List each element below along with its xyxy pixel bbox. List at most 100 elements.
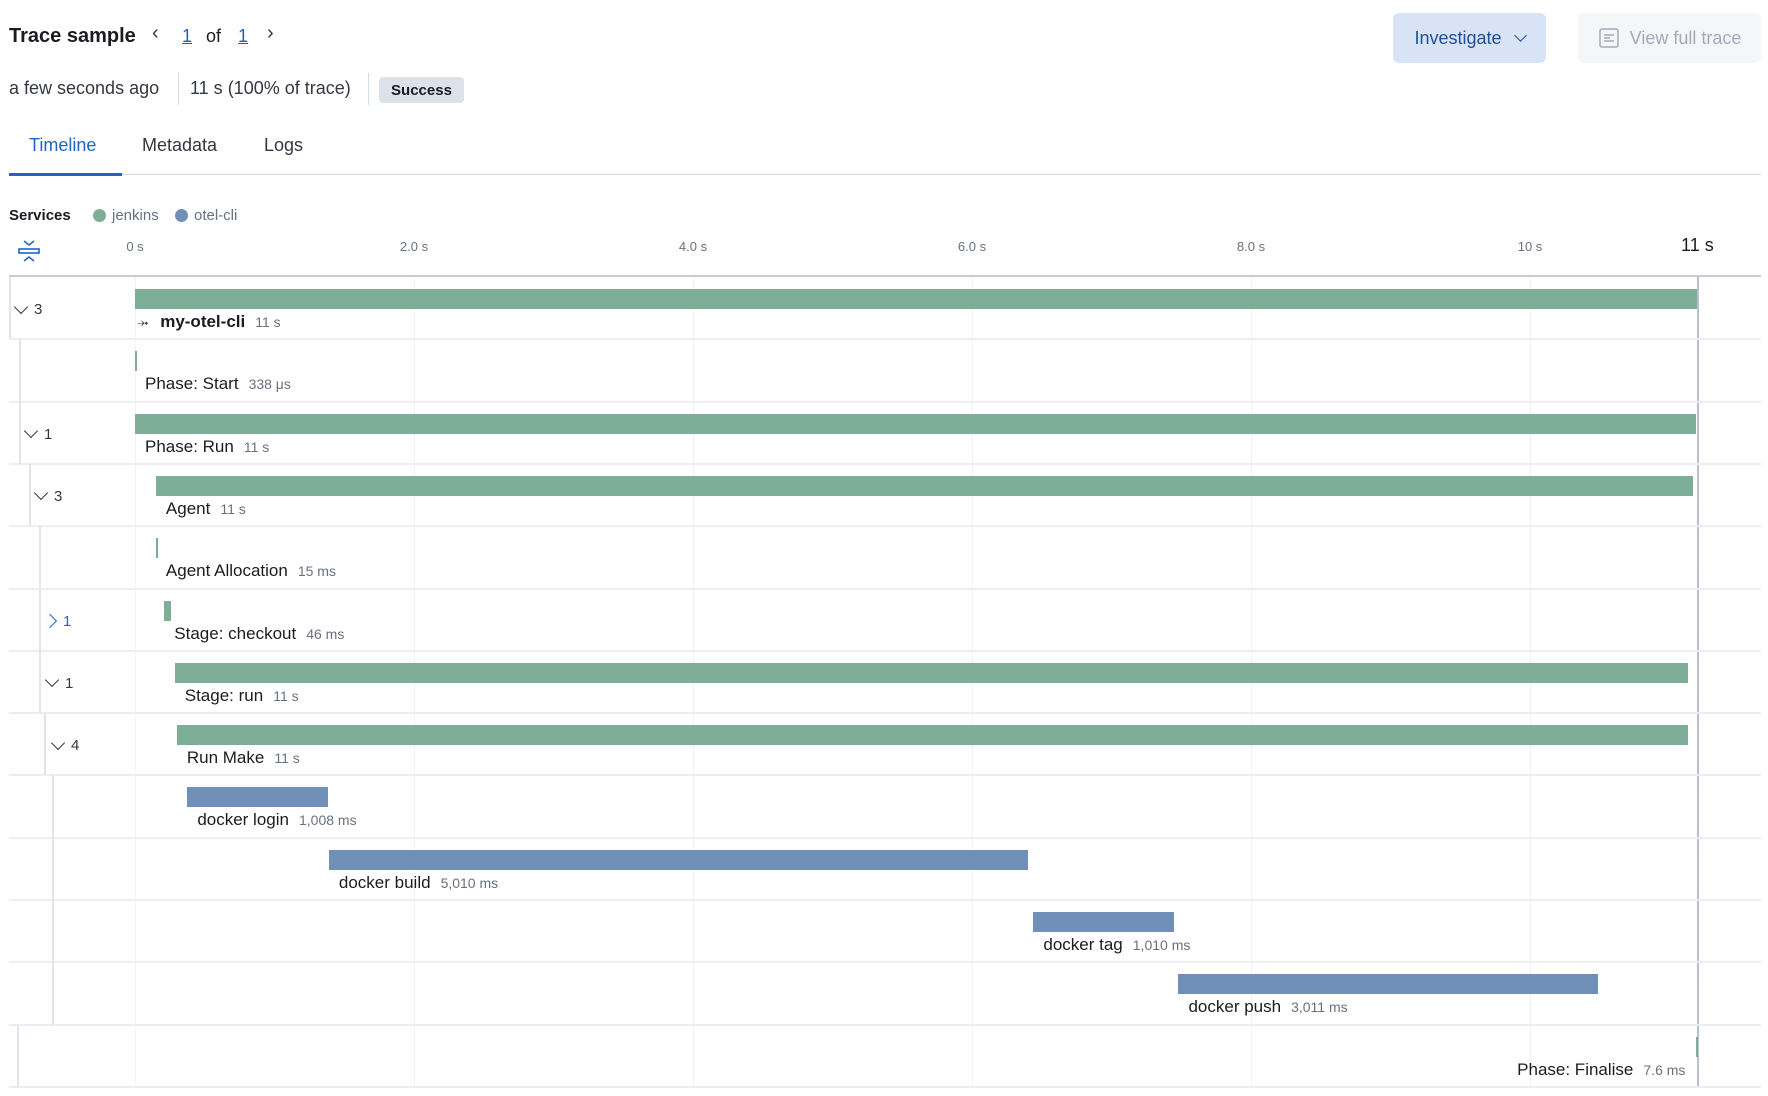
span-label[interactable]: docker login 1,008 ms (197, 810, 356, 830)
total-pages-link[interactable]: 1 (238, 26, 249, 46)
span-toggle[interactable]: 3 (33, 486, 63, 505)
span-name: my-otel-cli (160, 312, 246, 331)
span-label[interactable]: Stage: checkout 46 ms (174, 624, 344, 644)
child-count: 1 (44, 425, 53, 443)
row-divider (9, 1085, 1761, 1088)
span-bar[interactable] (1033, 912, 1175, 932)
span-label[interactable]: docker push 3,011 ms (1188, 997, 1347, 1017)
legend-jenkins: jenkins (93, 207, 159, 224)
indent-guide (44, 713, 46, 776)
span-bar[interactable] (135, 413, 1696, 434)
span-name: Phase: Run (145, 436, 234, 456)
span-label[interactable]: Phase: Finalise 7.6 ms (1517, 1060, 1685, 1080)
indent-guide (29, 463, 31, 527)
span-label[interactable]: Stage: run 11 s (185, 686, 299, 706)
span-label[interactable]: Agent Allocation 15 ms (166, 561, 336, 581)
span-duration: 11 s (274, 750, 300, 767)
root-row-border (9, 277, 135, 339)
span-bar[interactable] (164, 600, 171, 621)
span-duration: 5,010 ms (440, 874, 499, 891)
legend-label: otel-cli (194, 207, 238, 224)
span-duration: 11 s (255, 314, 281, 330)
span-duration: 15 ms (297, 563, 336, 580)
span-bar[interactable] (328, 849, 1028, 870)
indent-guide (17, 1024, 19, 1087)
span-bar[interactable] (155, 475, 1694, 496)
span-name: docker build (338, 872, 431, 892)
child-count: 1 (65, 674, 74, 692)
investigate-button[interactable]: Investigate (1393, 13, 1546, 63)
span-bar[interactable] (135, 289, 1698, 309)
gridline (135, 277, 136, 1087)
span-duration: 46 ms (306, 625, 345, 642)
span-bar[interactable] (1178, 974, 1599, 995)
tab-metadata[interactable]: Metadata (142, 135, 218, 155)
span-bar[interactable] (135, 351, 137, 372)
span-label[interactable]: Phase: Start 338 μs (145, 374, 291, 394)
status-badge: Success (379, 77, 464, 103)
axis-line (9, 275, 1761, 277)
span-duration: 1,008 ms (298, 812, 357, 829)
timestamp: a few seconds ago (9, 78, 160, 98)
span-bar[interactable] (176, 725, 1688, 746)
chevron-down-icon (23, 424, 39, 439)
indent-guide (52, 837, 54, 900)
row-divider (9, 836, 1761, 839)
previous-sample-button[interactable]: ‹ (152, 22, 159, 44)
page-title: Trace sample (9, 25, 136, 47)
span-label[interactable]: docker tag 1,010 ms (1043, 935, 1190, 955)
row-divider (9, 338, 1761, 341)
axis-end-label: 11 s (1681, 235, 1714, 255)
indent-guide (39, 526, 41, 589)
span-duration: 7.6 ms (1643, 1061, 1686, 1078)
trace-end-line (1697, 277, 1700, 1087)
span-toggle[interactable]: 4 (50, 735, 79, 754)
tab-logs[interactable]: Logs (264, 135, 304, 155)
row-divider (9, 961, 1761, 964)
tabs-divider (9, 174, 1761, 175)
span-bar[interactable] (174, 662, 1689, 683)
span-toggle[interactable]: 1 (23, 424, 53, 443)
span-toggle[interactable]: 1 (44, 673, 74, 692)
span-name: docker push (1188, 997, 1282, 1017)
axis-tick-label: 0 s (126, 239, 144, 254)
next-sample-button[interactable]: › (267, 22, 274, 44)
span-label[interactable]: Phase: Run 11 s (145, 437, 269, 457)
document-icon (1598, 28, 1619, 48)
span-label[interactable]: docker build 5,010 ms (339, 873, 498, 893)
span-duration: 338 μs (248, 376, 291, 393)
row-divider (9, 462, 1761, 465)
chevron-down-icon (33, 486, 49, 501)
span-bar[interactable] (155, 538, 158, 559)
services-label: Services (9, 207, 71, 224)
chevron-down-icon (1513, 28, 1527, 42)
span-toggle[interactable]: 1 (42, 613, 71, 630)
child-count: 3 (54, 487, 63, 505)
view-full-trace-button[interactable]: View full trace (1578, 13, 1761, 63)
span-toggle[interactable]: 3 (13, 299, 42, 318)
span-name: Run Make (186, 748, 265, 768)
span-label[interactable]: Agent 11 s (166, 499, 246, 519)
indent-guide (52, 900, 54, 963)
indent-guide (52, 775, 54, 838)
indent-guide (19, 401, 21, 464)
row-divider (9, 400, 1761, 403)
span-name: Phase: Start (145, 374, 239, 394)
span-bar[interactable] (187, 787, 328, 808)
legend-label: jenkins (112, 207, 159, 224)
jenkins-dot-icon (93, 209, 106, 222)
axis-tick-label: 2.0 s (399, 239, 429, 254)
span-duration: 3,011 ms (1291, 999, 1348, 1016)
span-label[interactable]: ⤞ my-otel-cli 11 s (137, 312, 281, 332)
collapse-all-icon[interactable] (17, 238, 41, 264)
tab-timeline[interactable]: Timeline (29, 135, 97, 155)
otel-cli-dot-icon (175, 209, 188, 222)
indent-guide (39, 650, 41, 714)
axis-tick-label: 6.0 s (957, 239, 987, 254)
row-divider (9, 712, 1761, 715)
current-page-link[interactable]: 1 (182, 26, 193, 46)
span-name: docker login (197, 810, 289, 830)
span-bar[interactable] (1696, 1036, 1698, 1057)
span-label[interactable]: Run Make 11 s (187, 748, 300, 768)
row-divider (9, 1023, 1761, 1026)
